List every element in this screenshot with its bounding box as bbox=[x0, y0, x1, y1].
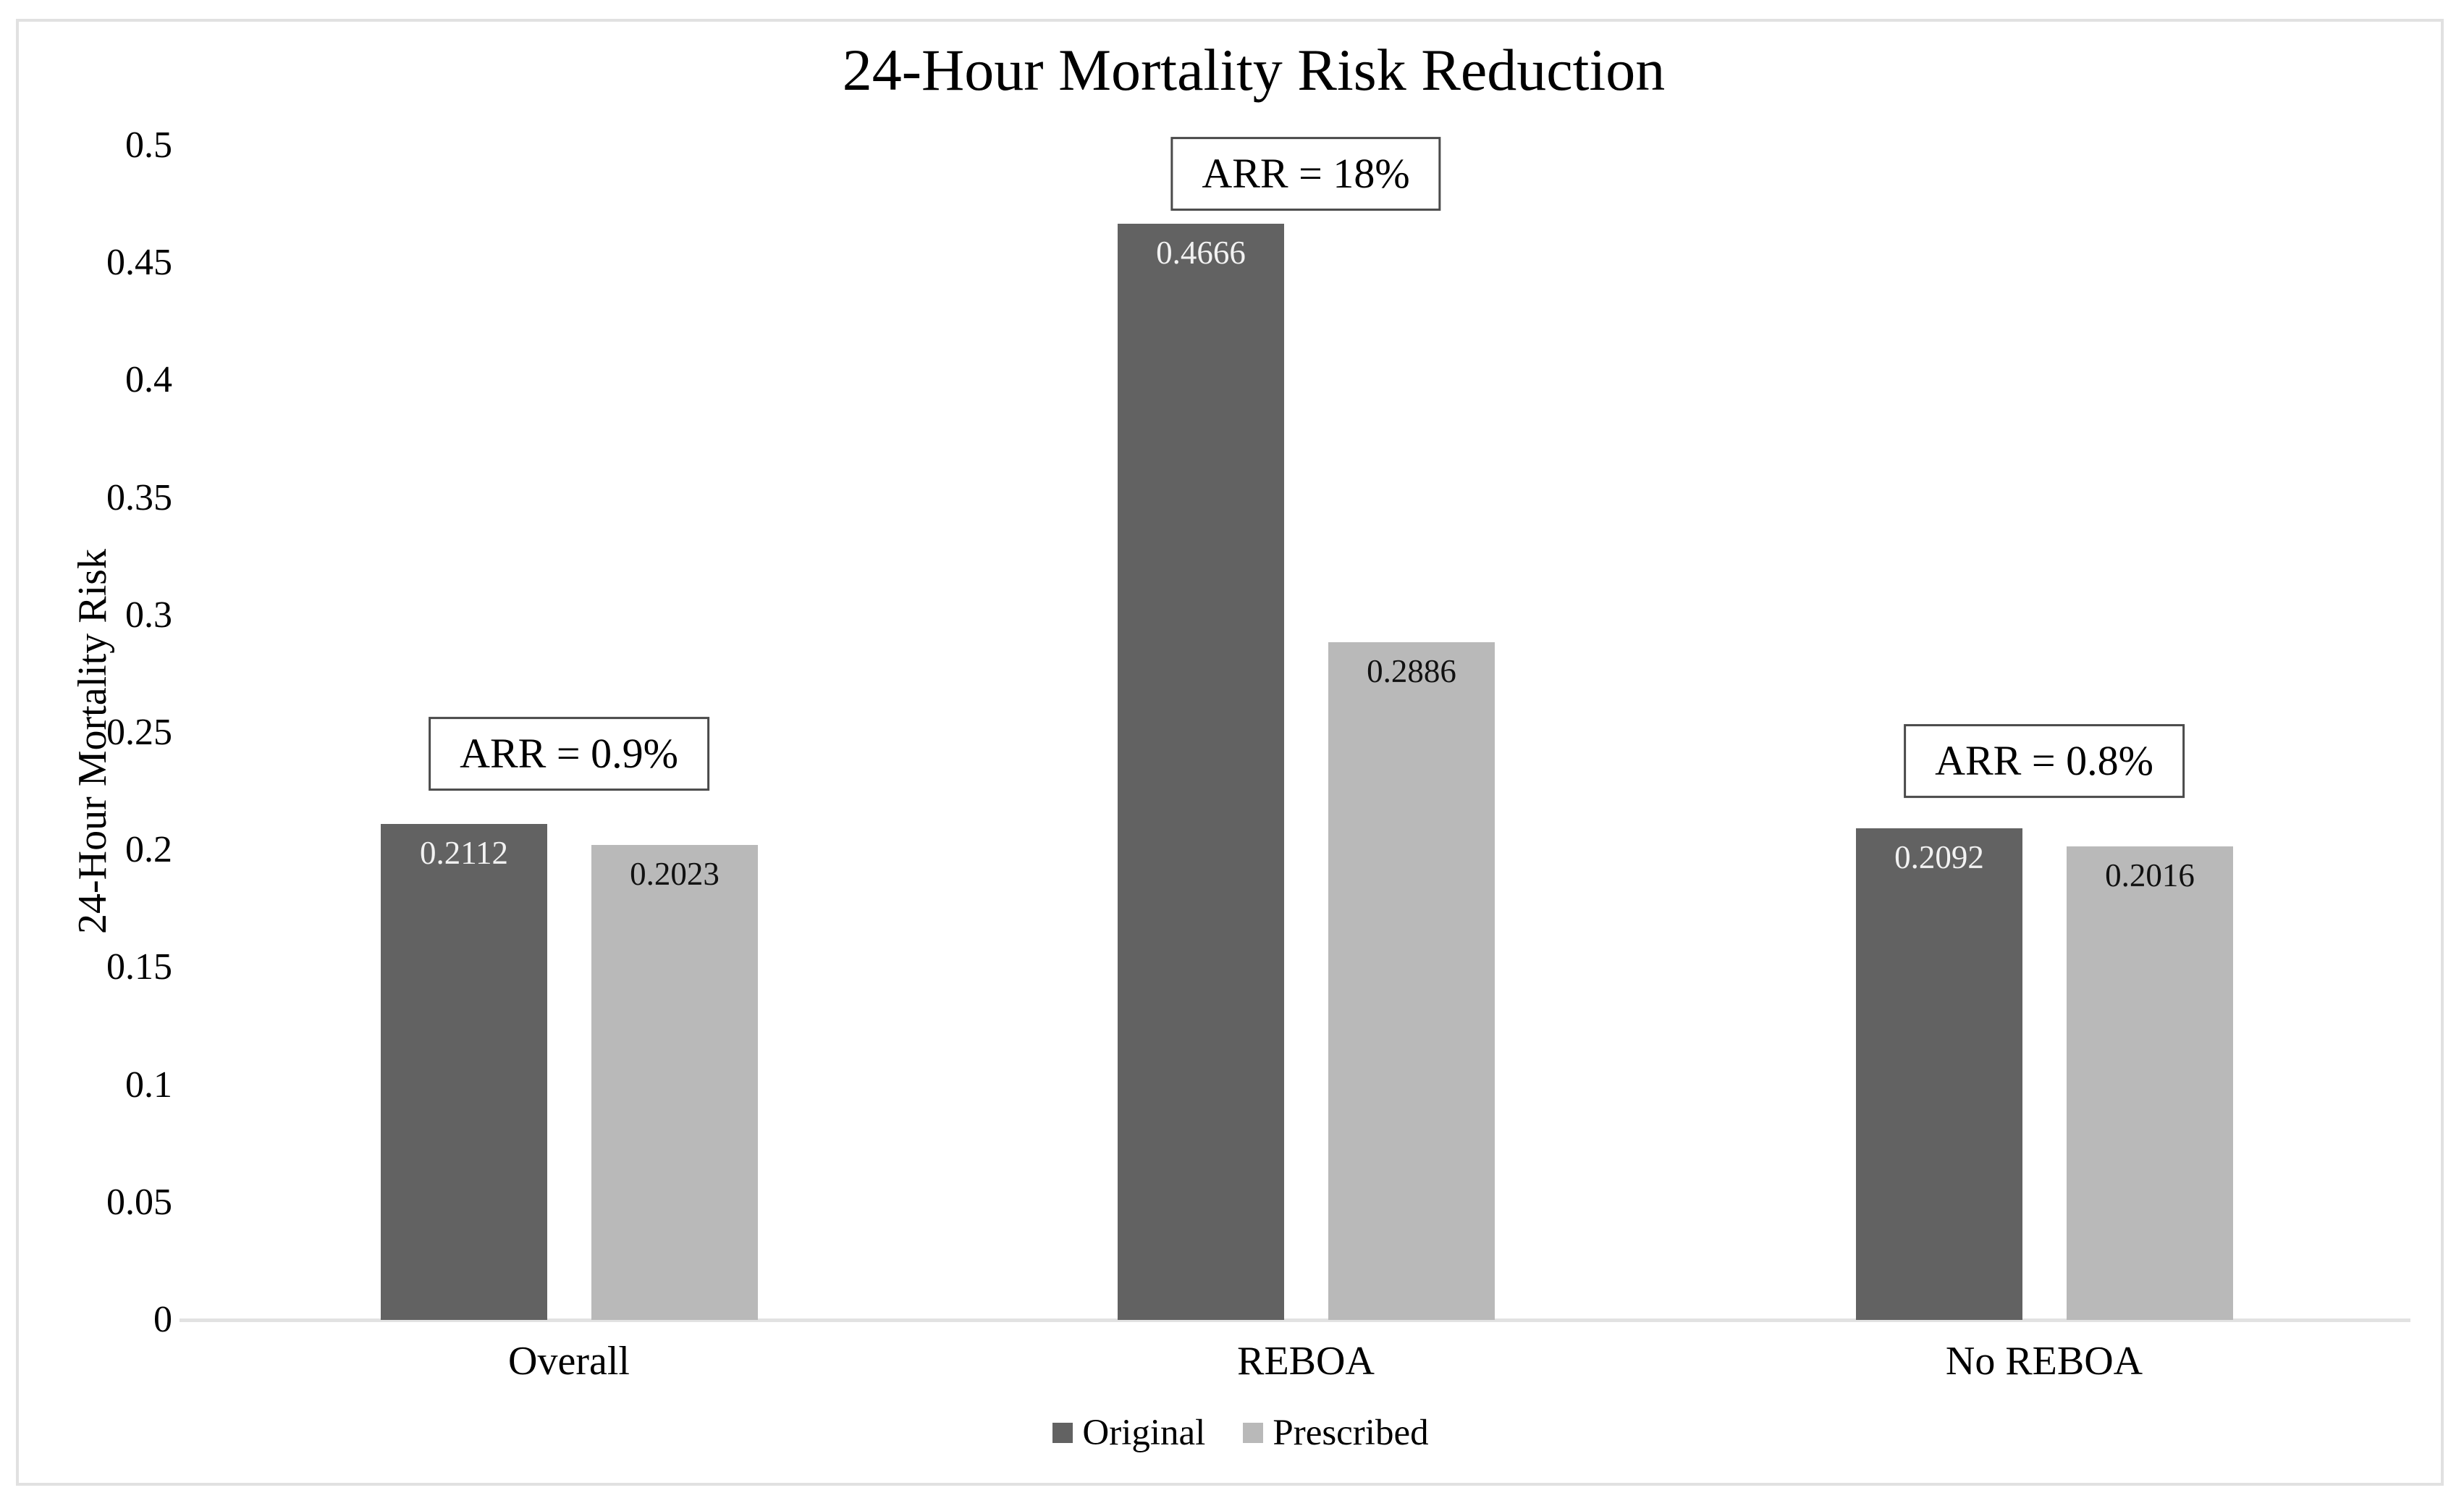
ytick-label-0.4: 0.4 bbox=[125, 359, 172, 401]
bar-value-label-prescribed-no-reboa: 0.2016 bbox=[2105, 857, 2195, 893]
bar-value-label-original-reboa: 0.4666 bbox=[1156, 235, 1246, 271]
ytick-label-0.05: 0.05 bbox=[106, 1181, 172, 1223]
arr-annotation-no-reboa: ARR = 0.8% bbox=[1904, 724, 2185, 798]
bar-value-label-prescribed-overall: 0.2023 bbox=[630, 856, 720, 892]
arr-annotation-overall: ARR = 0.9% bbox=[429, 717, 709, 791]
ytick-label-0.1: 0.1 bbox=[125, 1064, 172, 1106]
legend: Original Prescribed bbox=[9, 1410, 2464, 1455]
bar-prescribed-overall: 0.2023 bbox=[591, 845, 758, 1320]
x-axis-line bbox=[180, 1318, 2410, 1322]
ytick-label-0.15: 0.15 bbox=[106, 946, 172, 988]
ytick-label-0: 0 bbox=[153, 1299, 172, 1340]
legend-label-original: Original bbox=[1082, 1412, 1206, 1453]
bar-value-label-original-overall: 0.2112 bbox=[419, 835, 509, 871]
ytick-label-0.45: 0.45 bbox=[106, 242, 172, 284]
bar-original-no-reboa: 0.2092 bbox=[1856, 828, 2022, 1320]
bar-value-label-original-no-reboa: 0.2092 bbox=[1894, 839, 1984, 875]
category-label-no-reboa: No REBOA bbox=[1945, 1339, 2143, 1384]
legend-swatch-prescribed bbox=[1243, 1423, 1264, 1443]
legend-item-prescribed: Prescribed bbox=[1243, 1412, 1429, 1453]
bar-prescribed-no-reboa: 0.2016 bbox=[2067, 846, 2233, 1320]
ytick-label-0.25: 0.25 bbox=[106, 712, 172, 753]
bar-prescribed-reboa: 0.2886 bbox=[1328, 642, 1495, 1320]
bar-value-label-prescribed-reboa: 0.2886 bbox=[1367, 653, 1456, 689]
category-label-reboa: REBOA bbox=[1237, 1339, 1375, 1384]
legend-label-prescribed: Prescribed bbox=[1273, 1412, 1429, 1453]
legend-item-original: Original bbox=[1052, 1413, 1205, 1453]
bar-original-reboa: 0.4666 bbox=[1118, 224, 1284, 1320]
category-label-overall: Overall bbox=[508, 1339, 630, 1384]
ytick-label-0.3: 0.3 bbox=[125, 594, 172, 636]
bar-original-overall: 0.2112 bbox=[381, 824, 547, 1320]
legend-swatch-original bbox=[1052, 1423, 1073, 1443]
chart-title: 24-Hour Mortality Risk Reduction bbox=[842, 37, 1666, 103]
arr-annotation-reboa: ARR = 18% bbox=[1170, 137, 1441, 211]
ytick-label-0.5: 0.5 bbox=[125, 125, 172, 166]
ytick-label-0.2: 0.2 bbox=[125, 829, 172, 871]
ytick-label-0.35: 0.35 bbox=[106, 476, 172, 518]
